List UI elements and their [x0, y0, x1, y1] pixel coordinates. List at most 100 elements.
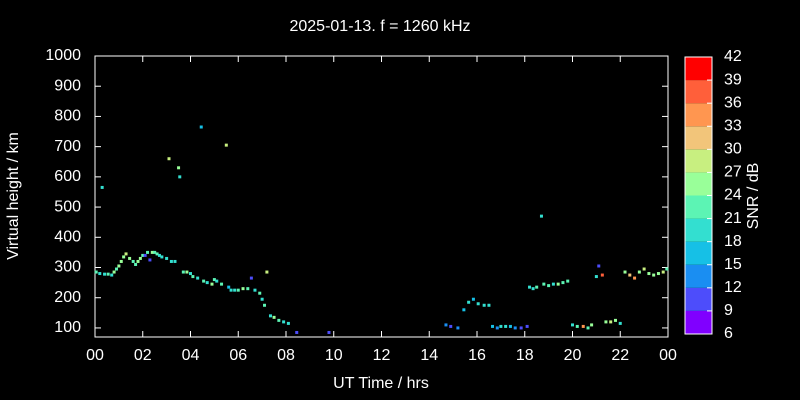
echo-point: [272, 315, 276, 319]
echo-point: [148, 258, 152, 262]
echo-point: [233, 288, 237, 292]
echo-point: [618, 321, 622, 325]
echo-point: [642, 267, 646, 271]
echo-point: [504, 324, 508, 328]
y-tick-label: 500: [54, 198, 81, 215]
x-tick-label: 04: [182, 347, 200, 364]
echo-point: [282, 320, 286, 324]
colorbar-band: [685, 126, 712, 150]
colorbar-band: [685, 310, 712, 334]
colorbar-band: [685, 172, 712, 196]
echo-point: [246, 287, 250, 291]
echo-point: [215, 279, 219, 283]
echo-point: [181, 270, 185, 274]
echo-point: [98, 272, 102, 276]
echo-point: [542, 282, 546, 286]
colorbar-band: [685, 287, 712, 311]
x-tick-label: 02: [134, 347, 152, 364]
echo-point: [227, 285, 231, 289]
x-tick-label: 00: [659, 347, 677, 364]
echo-point: [141, 253, 145, 257]
y-tick-label: 400: [54, 229, 81, 246]
plot-frame: [94, 55, 669, 338]
colorbar-band: [685, 80, 712, 104]
y-tick-label: 100: [54, 319, 81, 336]
echo-point: [652, 273, 656, 277]
echo-point: [177, 166, 181, 170]
echo-point: [456, 326, 460, 330]
colorbar-tick-label: 15: [724, 256, 742, 273]
echo-point: [110, 273, 114, 277]
echo-point: [277, 318, 281, 322]
echo-point: [185, 270, 189, 274]
echo-point: [100, 185, 104, 189]
x-tick-label: 06: [229, 347, 247, 364]
echo-point: [253, 288, 257, 292]
echo-point: [138, 256, 142, 260]
echo-point: [637, 270, 641, 274]
echo-point: [122, 255, 126, 259]
echo-point: [258, 291, 262, 295]
echo-point: [212, 278, 216, 282]
colorbar-tick-label: 33: [724, 117, 742, 134]
echo-point: [150, 250, 154, 254]
colorbar-tick-label: 18: [724, 233, 742, 250]
echo-point: [444, 323, 448, 327]
y-tick-label: 600: [54, 168, 81, 185]
echo-point: [286, 321, 290, 325]
echo-point: [143, 253, 147, 257]
echo-point: [482, 303, 486, 307]
colorbar-tick-label: 27: [724, 164, 742, 181]
colorbar-tick-label: 39: [724, 71, 742, 88]
x-tick-label: 18: [516, 347, 534, 364]
echo-point: [571, 323, 574, 327]
echo-point: [191, 275, 195, 279]
echo-point: [94, 270, 98, 274]
y-tick-label: 900: [54, 77, 81, 94]
colorbar-band: [685, 195, 712, 219]
echo-point: [590, 323, 594, 327]
echo-point: [265, 270, 269, 274]
echo-point: [513, 326, 517, 330]
echo-point: [581, 324, 585, 328]
echo-point: [495, 326, 499, 330]
echo-point: [547, 284, 551, 288]
echo-point: [157, 253, 161, 257]
y-axis-label: Virtual height / km: [5, 132, 22, 260]
echo-point: [487, 303, 491, 307]
x-tick-label: 16: [468, 347, 486, 364]
colorbar-band: [685, 57, 712, 81]
echo-point: [531, 287, 535, 291]
echo-point: [236, 288, 240, 292]
colorbar-tick-label: 9: [724, 302, 733, 319]
echo-point: [136, 259, 140, 263]
echo-point: [117, 264, 121, 268]
echo-point: [628, 273, 632, 277]
x-tick-label: 22: [611, 347, 629, 364]
echo-point: [609, 320, 613, 324]
echo-point: [499, 324, 503, 328]
echo-point: [661, 270, 665, 274]
echo-point: [260, 297, 264, 301]
x-tick-label: 00: [86, 347, 104, 364]
echo-point: [525, 324, 529, 328]
y-tick-label: 800: [54, 108, 81, 125]
echo-point: [165, 256, 169, 260]
colorbar-tick-label: 12: [724, 279, 742, 296]
echo-point: [647, 272, 651, 276]
echo-point: [623, 270, 627, 274]
echo-point: [210, 282, 214, 286]
colorbar-tick-label: 21: [724, 210, 742, 227]
echo-point: [656, 272, 660, 276]
echo-point: [249, 276, 253, 280]
colorbar-band: [685, 149, 712, 173]
colorbar-tick-label: 6: [724, 325, 733, 342]
colorbar-tick-label: 42: [724, 48, 742, 65]
colorbar-band: [685, 218, 712, 242]
echo-point: [535, 285, 539, 289]
echo-point: [575, 324, 579, 328]
colorbar-band: [685, 241, 712, 265]
echo-point: [600, 273, 604, 277]
echo-point: [556, 282, 560, 286]
echo-point: [119, 259, 123, 263]
